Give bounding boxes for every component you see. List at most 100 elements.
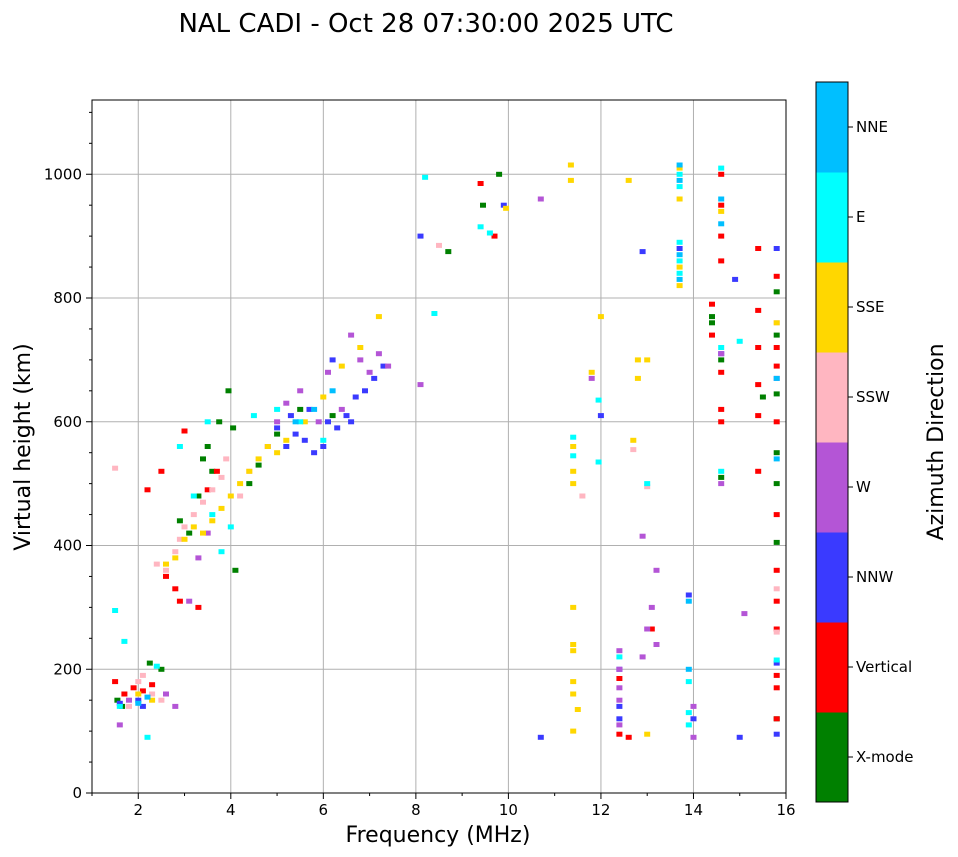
data-point-e [153,663,160,669]
data-point-nne [292,419,299,425]
data-point-nnw [292,431,299,437]
data-point-ssw [112,465,119,471]
data-point-sse [190,524,197,530]
data-point-vertical [773,598,780,604]
data-point-vertical [755,246,762,251]
data-point-x-mode [773,450,780,456]
x-tick-label: 16 [776,801,795,819]
data-point-ssw [135,679,142,685]
data-point-nnw [348,419,355,425]
data-point-nnw [283,444,290,449]
data-point-x-mode [230,425,237,431]
data-point-sse [718,208,725,214]
data-point-sse [570,679,577,685]
data-point-sse [676,283,683,289]
data-point-e [116,703,123,709]
data-point-nnw [135,697,142,703]
data-point-vertical [163,573,169,579]
data-point-vertical [755,468,762,474]
data-point-e [685,710,692,716]
data-point-sse [570,691,577,697]
data-point-e [676,258,683,264]
data-point-x-mode [216,419,223,425]
data-point-sse [246,468,253,474]
data-point-ssw [172,549,179,555]
data-point-x-mode [209,468,216,474]
data-point-nnw [500,202,507,208]
data-point-vertical [718,419,725,425]
plot-frame [91,99,787,794]
colorbar-segment [816,172,848,263]
data-point-w [616,722,623,728]
x-tick-label: 12 [591,801,610,819]
data-point-w [325,369,331,375]
data-point-e [718,468,725,474]
data-point-vertical [477,181,484,186]
data-point-ssw [436,242,442,248]
data-point-vertical [204,487,211,493]
data-point-vertical [144,487,151,493]
data-point-vertical [755,382,762,388]
data-point-nnw [773,246,780,251]
data-point-sse [172,555,179,561]
data-point-ssw [176,536,183,542]
data-point-vertical [718,258,725,264]
data-point-sse [574,707,581,712]
data-point-vertical [491,233,498,239]
colorbar-frame [815,81,849,803]
data-point-nnw [311,450,318,456]
data-point-e [676,270,683,276]
data-point-e [250,413,257,419]
colorbar-segment [816,532,848,623]
data-point-sse [630,437,637,443]
colorbar-tick-label: Vertical [856,658,912,676]
data-point-nnw [274,425,281,431]
data-point-e [227,524,234,530]
data-point-vertical [158,468,165,474]
data-point-x-mode [158,666,165,672]
data-point-nnw [334,425,341,431]
data-point-nnw [320,444,327,449]
data-point-nne [144,694,151,700]
data-point-w [639,533,646,539]
data-point-w [653,642,660,647]
data-point-nnw [362,388,368,394]
data-point-w [116,722,123,728]
data-point-e [190,493,197,499]
data-point-nnw [417,233,424,239]
data-point-w [163,691,169,697]
data-point-sse [676,264,683,270]
y-tick-label: 0 [72,784,82,802]
data-point-nnw [329,357,336,363]
y-tick-label: 600 [53,413,82,431]
data-point-sse [320,394,327,400]
data-point-vertical [625,734,632,740]
data-point-ssw [209,487,216,493]
x-tick-label: 10 [499,801,518,819]
data-point-e [595,397,602,403]
data-point-e [422,174,429,180]
data-point-x-mode [718,357,725,363]
data-point-sse [209,518,216,524]
data-point-e [218,549,225,555]
colorbar-segment [816,712,848,803]
data-point-sse [570,642,577,647]
data-point-nnw [773,731,780,737]
grid-lines [92,100,786,793]
data-point-nnw [736,734,743,740]
colorbar: X-mode Vertical NNW W SSW SSE E NNE [815,81,913,803]
data-point-vertical [773,567,780,573]
data-point-sse [570,728,577,734]
data-point-w [417,382,424,388]
x-tick-label: 4 [226,801,236,819]
data-point-e [773,657,780,663]
data-point-e [595,459,602,465]
data-point-w [172,703,179,709]
data-point-e [121,638,128,644]
chart-title: NAL CADI - Oct 28 07:30:00 2025 UTC [178,9,673,39]
data-point-e [718,345,725,350]
data-point-e [204,419,211,425]
data-point-sse [301,419,308,425]
colorbar-tick-label: SSE [856,298,885,316]
